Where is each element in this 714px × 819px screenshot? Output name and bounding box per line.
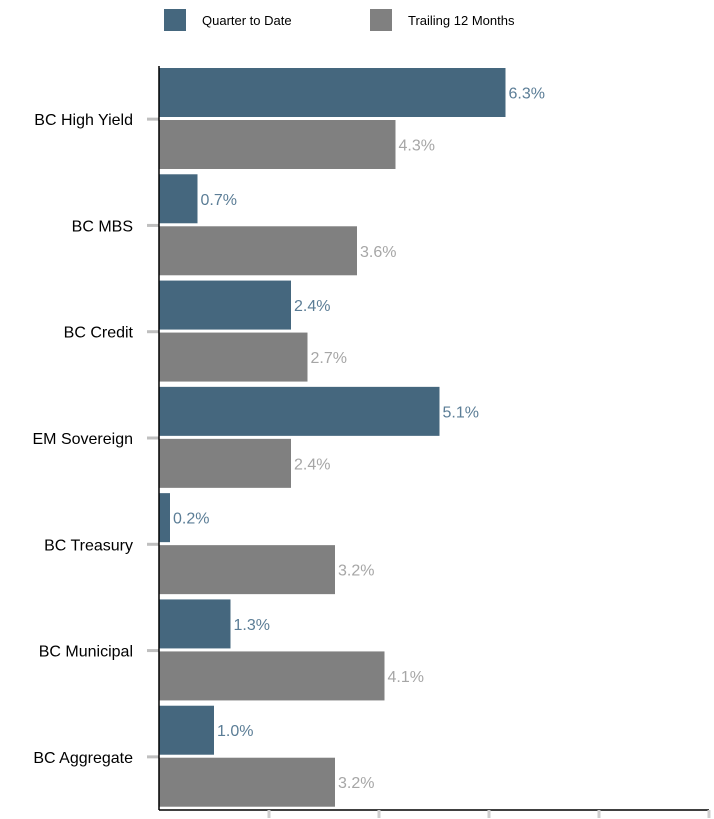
y-tick-label-bc-high-yield: BC High Yield [34,112,133,129]
label-group: 6.3% 4.3% BC High Yield 0.7% 3.6% BC MBS 2.4% 2… [33,86,545,793]
bar-bc-municipal-trailing-12-months [159,651,385,701]
bar-bc-mbs-trailing-12-months [159,226,357,276]
bar-bc-mbs-quarter-to-date [159,174,198,224]
chart-axes [147,66,711,818]
data-label-bc-treasury-quarter-to-date: 0.2% [173,511,209,528]
data-label-bc-municipal-quarter-to-date: 1.3% [234,617,270,634]
data-label-bc-aggregate-trailing-12-months: 3.2% [338,775,374,792]
bar-bc-high-yield-trailing-12-months [159,120,396,169]
legend-swatch-quarter-to-date [164,9,186,31]
data-label-bc-high-yield-quarter-to-date: 6.3% [509,86,545,103]
bar-bc-high-yield-quarter-to-date [159,68,506,117]
legend-label-quarter-to-date: Quarter to Date [202,13,292,28]
bar-em-sovereign-trailing-12-months [159,438,291,488]
bar-bc-treasury-quarter-to-date [159,493,170,543]
chart-legend: Quarter to Date Trailing 12 Months [164,9,515,31]
data-label-bc-mbs-quarter-to-date: 0.7% [201,192,237,209]
y-tick-label-bc-aggregate: BC Aggregate [33,750,133,767]
y-tick-label-bc-mbs: BC MBS [72,218,133,235]
legend-label-trailing-12-months: Trailing 12 Months [408,13,515,28]
y-tick-label-bc-municipal: BC Municipal [39,644,133,661]
data-label-bc-high-yield-trailing-12-months: 4.3% [399,138,435,155]
data-label-bc-credit-quarter-to-date: 2.4% [294,298,330,315]
bar-bc-aggregate-trailing-12-months [159,757,335,807]
data-label-bc-treasury-trailing-12-months: 3.2% [338,563,374,580]
bar-group [159,68,506,807]
data-label-em-sovereign-trailing-12-months: 2.4% [294,456,330,473]
y-tick-label-em-sovereign: EM Sovereign [33,431,134,448]
y-tick-label-bc-credit: BC Credit [64,325,134,342]
data-label-em-sovereign-quarter-to-date: 5.1% [443,404,479,421]
bar-bc-municipal-quarter-to-date [159,599,231,649]
data-label-bc-municipal-trailing-12-months: 4.1% [388,669,424,686]
legend-swatch-trailing-12-months [370,9,392,31]
bar-bc-credit-quarter-to-date [159,280,291,330]
bar-bc-aggregate-quarter-to-date [159,705,214,755]
data-label-bc-credit-trailing-12-months: 2.7% [311,350,347,367]
bar-em-sovereign-quarter-to-date [159,386,440,436]
bar-bc-credit-trailing-12-months [159,332,308,382]
data-label-bc-aggregate-quarter-to-date: 1.0% [217,723,253,740]
data-label-bc-mbs-trailing-12-months: 3.6% [360,244,396,261]
bar-bc-treasury-trailing-12-months [159,545,335,595]
y-tick-label-bc-treasury: BC Treasury [44,537,133,554]
